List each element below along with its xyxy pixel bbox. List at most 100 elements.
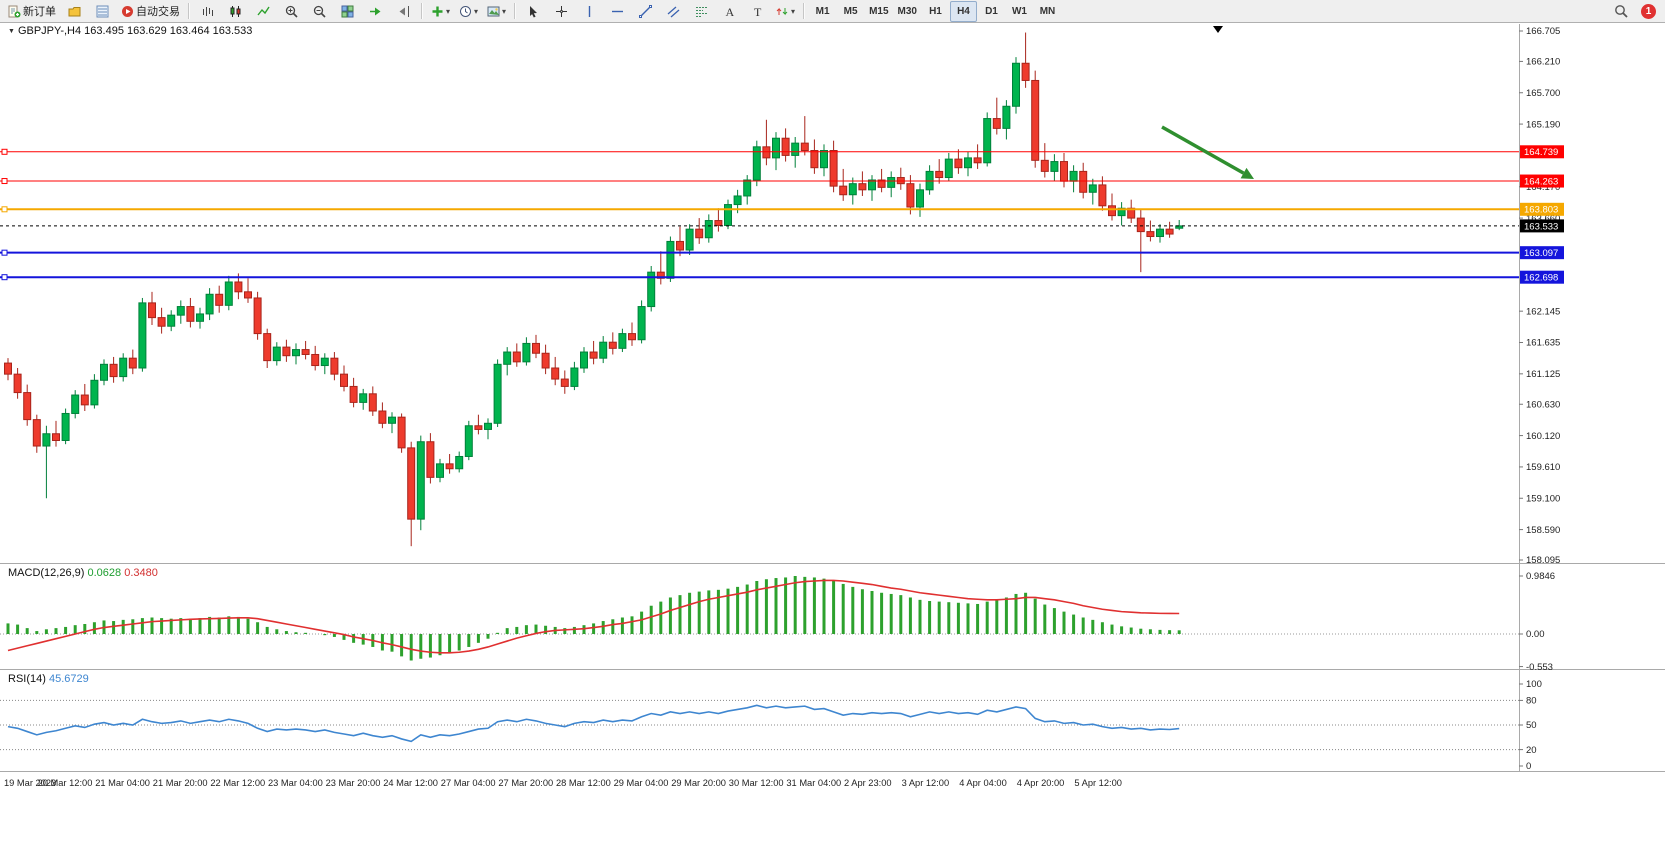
dropdown-arrow-icon: ▾ [474,6,479,16]
market-watch-icon [96,5,109,18]
line-chart-button[interactable] [250,1,277,22]
bar-chart-button[interactable] [194,1,221,22]
tf-m5-button[interactable]: M5 [837,1,864,22]
data-window-button[interactable] [89,1,116,22]
profile-icon [68,5,81,18]
chart-shift-marker[interactable] [1213,26,1223,33]
tf-h4-button-label: H4 [957,5,970,17]
svg-text:162.698: 162.698 [1524,273,1558,284]
toolbar-separator [803,3,806,19]
trend-arrow-head[interactable] [1240,167,1254,179]
svg-text:5 Apr 12:00: 5 Apr 12:00 [1074,778,1122,788]
tf-m1-button[interactable]: M1 [809,1,836,22]
text-label-button[interactable]: T [744,1,771,22]
tf-w1-button[interactable]: W1 [1006,1,1033,22]
rsi-line [7,704,1180,743]
support-line-2-anchor[interactable] [1,274,8,281]
pivot-line-anchor[interactable] [1,206,8,213]
svg-text:159.100: 159.100 [1526,493,1560,504]
auto-scroll-button[interactable] [362,1,389,22]
new-order-button[interactable]: 新订单 [4,1,60,22]
tf-m15-button[interactable]: M15 [865,1,892,22]
autotrading-icon [121,5,134,18]
resistance-line-1-price-tag [1520,145,1564,159]
svg-text:A: A [726,5,735,18]
text-t-icon: T [751,5,764,18]
tf-mn-button-label: MN [1039,5,1056,17]
svg-text:163.533: 163.533 [1524,221,1558,232]
tile-windows-button[interactable] [334,1,361,22]
svg-text:4 Apr 20:00: 4 Apr 20:00 [1017,778,1065,788]
svg-text:4 Apr 04:00: 4 Apr 04:00 [959,778,1007,788]
fibo-icon [695,5,708,18]
resistance-line-1-anchor[interactable] [1,148,8,155]
zoom-in-button[interactable] [278,1,305,22]
arrows-button[interactable]: ▾ [772,1,799,22]
svg-text:50: 50 [1526,720,1537,731]
equidistant-channel-button[interactable] [660,1,687,22]
candlestick-chart-button[interactable] [222,1,249,22]
main-toolbar: 新订单 自动交易 ▾ ▾ ▾ A T ▾ M1 M5 M15 M30 H1 H4 D1 W1 MN 1 [0,0,1665,23]
indicators-list-button[interactable]: ▾ [427,1,454,22]
cursor-icon [527,5,540,18]
auto-scroll-icon [369,5,382,18]
macd-signal-line [7,579,1180,654]
periods-button[interactable]: ▾ [455,1,482,22]
notifications-badge[interactable]: 1 [1641,3,1656,19]
zoom-out-icon [313,5,326,18]
support-line-2-price-tag [1520,270,1564,284]
svg-text:161.635: 161.635 [1526,338,1560,349]
price-axis: 166.705166.210165.700165.190164.170163.6… [1519,26,1560,566]
tf-m30-button[interactable]: M30 [894,1,921,22]
svg-text:30 Mar 12:00: 30 Mar 12:00 [729,778,784,788]
toolbar-separator [188,3,190,19]
horizontal-line-button[interactable] [604,1,631,22]
templates-button[interactable]: ▾ [483,1,510,22]
resistance-line-2-anchor[interactable] [1,178,8,185]
vertical-line-button[interactable] [576,1,603,22]
horizontal-lines: 164.739 164.263 163.803 163.533 163.097 162.6… [0,145,1564,284]
tf-h1-button-label: H1 [929,5,942,17]
cursor-button[interactable] [520,1,547,22]
macd-indicator-label: MACD(12,26,9) 0.0628 0.3480 [8,567,158,579]
svg-text:2 Apr 23:00: 2 Apr 23:00 [844,778,892,788]
chart-shift-button[interactable] [390,1,417,22]
text-button[interactable]: A [716,1,743,22]
vline-icon [583,5,596,18]
tf-h4-button[interactable]: H4 [949,0,977,22]
crosshair-button[interactable] [548,1,575,22]
tf-m30-button-label: M30 [897,5,917,17]
dropdown-arrow-icon: ▾ [446,6,451,16]
rsi-indicator-label: RSI(14) 45.6729 [8,673,89,685]
trendline-button[interactable] [632,1,659,22]
chart-shift-icon [397,5,410,18]
text-a-icon: A [723,5,736,18]
tf-mn-button[interactable]: MN [1034,1,1061,22]
macd-main-value: 0.0628 [87,567,122,579]
chart-profiles-button[interactable] [61,1,88,22]
svg-text:27 Mar 20:00: 27 Mar 20:00 [498,778,553,788]
svg-text:160.630: 160.630 [1526,399,1560,410]
svg-text:23 Mar 20:00: 23 Mar 20:00 [326,778,381,788]
tf-d1-button[interactable]: D1 [978,1,1005,22]
svg-text:100: 100 [1526,679,1542,690]
autotrading-button[interactable]: 自动交易 [117,1,184,22]
search-button[interactable] [1607,1,1634,22]
trend-arrow[interactable] [1161,125,1245,175]
tf-h1-button[interactable]: H1 [922,1,949,22]
svg-text:24 Mar 12:00: 24 Mar 12:00 [383,778,438,788]
svg-text:163.803: 163.803 [1524,205,1558,216]
macd-signal-value: 0.3480 [124,567,158,579]
current-price-line-price-tag [1520,219,1564,233]
fibonacci-button[interactable] [688,1,715,22]
svg-text:28 Mar 12:00: 28 Mar 12:00 [556,778,611,788]
panel-separators [0,24,1665,772]
symbol-dropdown-icon[interactable]: ▼ [8,27,15,35]
zoom-out-button[interactable] [306,1,333,22]
support-line-1-anchor[interactable] [1,249,8,256]
svg-text:166.210: 166.210 [1526,57,1560,68]
svg-text:27 Mar 04:00: 27 Mar 04:00 [441,778,496,788]
